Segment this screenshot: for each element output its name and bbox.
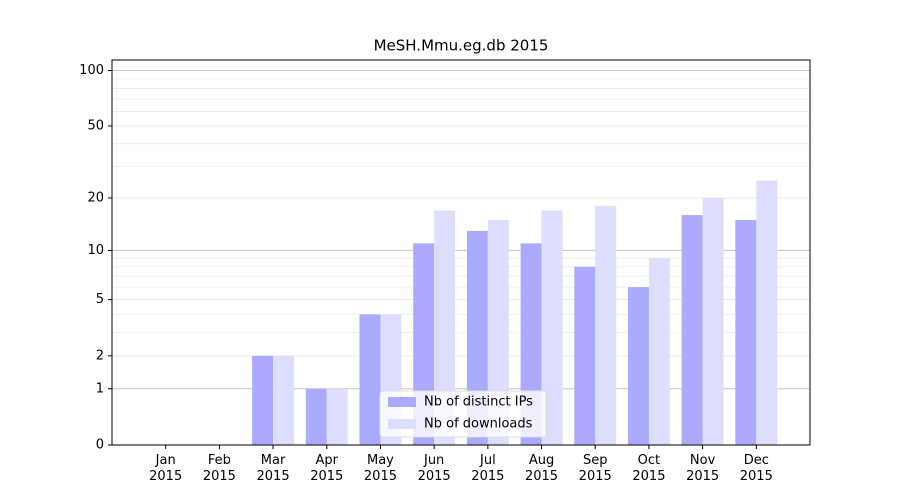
y-tick-label: 5: [96, 292, 104, 307]
bar: [756, 180, 778, 445]
x-tick-label: Apr 2015: [310, 453, 344, 484]
y-tick-label: 10: [87, 243, 104, 258]
bar: [702, 197, 724, 445]
y-tick-label: 20: [87, 190, 104, 205]
legend: Nb of distinct IPs Nb of downloads: [379, 390, 547, 438]
y-tick-label: 1: [96, 381, 104, 396]
legend-swatch: [388, 419, 416, 429]
bar: [326, 388, 348, 445]
bar: [735, 220, 757, 445]
legend-label: Nb of distinct IPs: [424, 395, 533, 410]
x-tick-label: Nov 2015: [686, 453, 720, 484]
bar: [434, 210, 456, 445]
chart-title: MeSH.Mmu.eg.db 2015: [374, 37, 549, 55]
x-tick-label: Feb 2015: [202, 453, 236, 484]
bar: [681, 215, 703, 445]
plot-frame: [111, 59, 811, 446]
bar: [541, 210, 563, 445]
bar: [359, 314, 381, 445]
bar: [487, 220, 509, 445]
y-tick-label: 100: [79, 63, 104, 78]
y-tick-label: 50: [87, 118, 104, 133]
x-tick-label: Mar 2015: [256, 453, 290, 484]
legend-box: [379, 390, 547, 438]
x-tick-label: Jun 2015: [417, 453, 451, 484]
x-tick-label: Aug 2015: [524, 453, 559, 484]
x-tick-label: Jan 2015: [149, 453, 183, 484]
legend-label: Nb of downloads: [424, 417, 533, 432]
bar: [252, 355, 274, 445]
bar: [273, 355, 295, 445]
x-tick-label: May 2015: [363, 453, 397, 484]
x-tick-label: Jul 2015: [471, 453, 505, 484]
y-tick-label: 2: [96, 348, 104, 363]
x-tick-label: Oct 2015: [632, 453, 666, 484]
x-tick-label: Sep 2015: [578, 453, 612, 484]
x-tick-label: Dec 2015: [739, 453, 773, 484]
bar: [627, 287, 649, 445]
y-tick-label: 0: [96, 438, 104, 453]
bar: [648, 258, 670, 445]
bar: [574, 266, 596, 445]
legend-swatch: [388, 397, 416, 407]
bar: [305, 388, 327, 445]
bar: [595, 206, 617, 445]
